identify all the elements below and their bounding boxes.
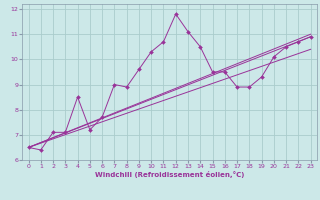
X-axis label: Windchill (Refroidissement éolien,°C): Windchill (Refroidissement éolien,°C) [95,171,244,178]
